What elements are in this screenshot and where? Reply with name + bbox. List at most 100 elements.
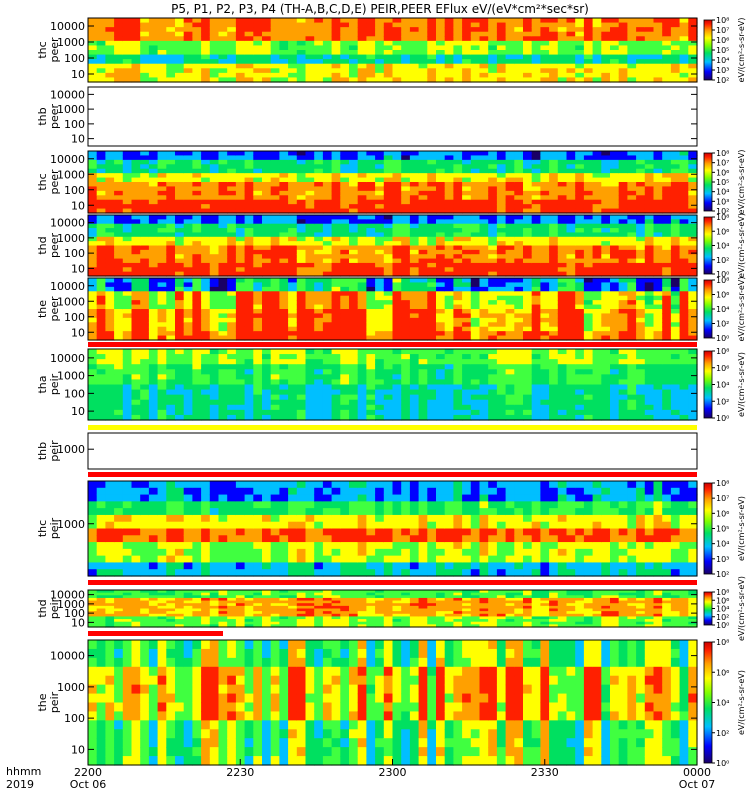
spectrogram-cell <box>114 68 124 74</box>
spectrogram-cell <box>670 215 681 220</box>
spectrogram-cell <box>314 267 324 273</box>
spectrogram-cell <box>462 286 472 292</box>
spectrogram-cell <box>662 59 672 65</box>
spectrogram-cell <box>670 155 681 161</box>
colorbar-tick-label: 10⁷ <box>716 26 729 35</box>
spectrogram-cell <box>392 374 402 381</box>
spectrogram-cell <box>175 282 185 288</box>
spectrogram-cell <box>427 72 437 79</box>
spectrogram-cell <box>270 223 280 229</box>
spectrogram-cell <box>653 219 663 225</box>
spectrogram-cell <box>618 59 628 65</box>
spectrogram-cell <box>566 389 576 396</box>
spectrogram-cell <box>601 241 611 247</box>
spectrogram-cell <box>192 190 202 196</box>
spectrogram-cell <box>288 267 298 273</box>
spectrogram-cell <box>610 223 620 229</box>
spectrogram-cell <box>636 195 646 201</box>
spectrogram-cell <box>305 72 315 79</box>
spectrogram-cell <box>488 223 498 229</box>
spectrogram-cell <box>253 331 263 337</box>
spectrogram-cell <box>427 304 437 310</box>
spectrogram-cell <box>514 204 524 210</box>
spectrogram-cell <box>105 54 115 60</box>
spectrogram-cell <box>618 409 628 416</box>
spectrogram-cell <box>436 389 446 396</box>
spectrogram-cell <box>575 389 585 396</box>
spectrogram-cell <box>514 322 524 328</box>
spectrogram-cell <box>253 31 263 37</box>
spectrogram-cell <box>496 282 507 288</box>
spectrogram-cell <box>436 322 446 328</box>
spectrogram-cell <box>427 228 437 234</box>
spectrogram-cell <box>235 208 246 214</box>
spectrogram-cell <box>148 232 159 238</box>
spectrogram-cell <box>592 409 602 416</box>
spectrogram-cell <box>444 374 454 381</box>
spectrogram-cell <box>662 326 672 332</box>
spectrogram-cell <box>96 68 106 74</box>
spectrogram-cell <box>166 384 176 391</box>
spectrogram-cell <box>653 63 663 69</box>
spectrogram-cell <box>653 59 663 65</box>
spectrogram-cell <box>288 317 298 323</box>
spectrogram-cell <box>688 31 698 37</box>
spectrogram-cell <box>253 22 263 28</box>
spectrogram-cell <box>148 219 159 225</box>
spectrogram-cell <box>270 27 280 33</box>
spectrogram-cell <box>592 374 602 381</box>
spectrogram-cell <box>218 384 228 391</box>
spectrogram-cell <box>270 168 280 174</box>
spectrogram-cell <box>270 68 280 74</box>
spectrogram-cell <box>531 317 541 323</box>
spectrogram-cell <box>296 241 307 247</box>
spectrogram-cell <box>644 208 655 214</box>
spectrogram-cell <box>244 186 254 192</box>
spectrogram-cell <box>540 409 550 416</box>
spectrogram-cell <box>531 22 541 28</box>
spectrogram-cell <box>357 331 367 337</box>
spectrogram-cell <box>540 399 550 406</box>
spectrogram-cell <box>383 384 394 391</box>
spectrogram-cell <box>566 22 576 28</box>
spectrogram-cell <box>175 245 185 251</box>
spectrogram-cell <box>601 384 611 391</box>
spectrogram-cell <box>514 31 524 37</box>
spectrogram-cell <box>270 379 280 386</box>
spectrogram-cell <box>575 313 585 319</box>
spectrogram-cell <box>375 54 385 60</box>
spectrogram-cell <box>610 258 620 264</box>
spectrogram-cell <box>557 27 568 33</box>
spectrogram-cell <box>322 286 333 292</box>
spectrogram-cell <box>557 414 568 421</box>
spectrogram-cell <box>383 27 394 33</box>
spectrogram-cell <box>549 208 559 214</box>
spectrogram-cell <box>314 374 324 381</box>
spectrogram-cell <box>253 223 263 229</box>
spectrogram-cell <box>662 271 672 277</box>
spectrogram-cell <box>314 186 324 192</box>
spectrogram-cell <box>653 215 663 220</box>
spectrogram-cell <box>366 228 376 234</box>
spectrogram-cell <box>575 364 585 370</box>
spectrogram-cell <box>653 271 663 277</box>
spectrogram-cell <box>453 199 463 205</box>
spectrogram-cell <box>662 414 672 421</box>
spectrogram-cell <box>523 349 533 355</box>
spectrogram-cell <box>444 394 454 401</box>
spectrogram-cell <box>331 335 341 341</box>
spectrogram-cell <box>244 190 254 196</box>
spectrogram-cell <box>279 317 289 323</box>
spectrogram-cell <box>148 63 159 69</box>
spectrogram-cell <box>209 262 220 268</box>
spectrogram-cell <box>131 267 141 273</box>
spectrogram-cell <box>122 282 133 288</box>
spectrogram-cell <box>96 45 106 51</box>
spectrogram-cell <box>366 369 376 375</box>
spectrogram-cell <box>688 317 698 323</box>
spectrogram-cell <box>479 309 489 315</box>
spectrogram-cell <box>479 374 489 381</box>
spectrogram-cell <box>636 63 646 69</box>
spectrogram-cell <box>349 271 359 277</box>
